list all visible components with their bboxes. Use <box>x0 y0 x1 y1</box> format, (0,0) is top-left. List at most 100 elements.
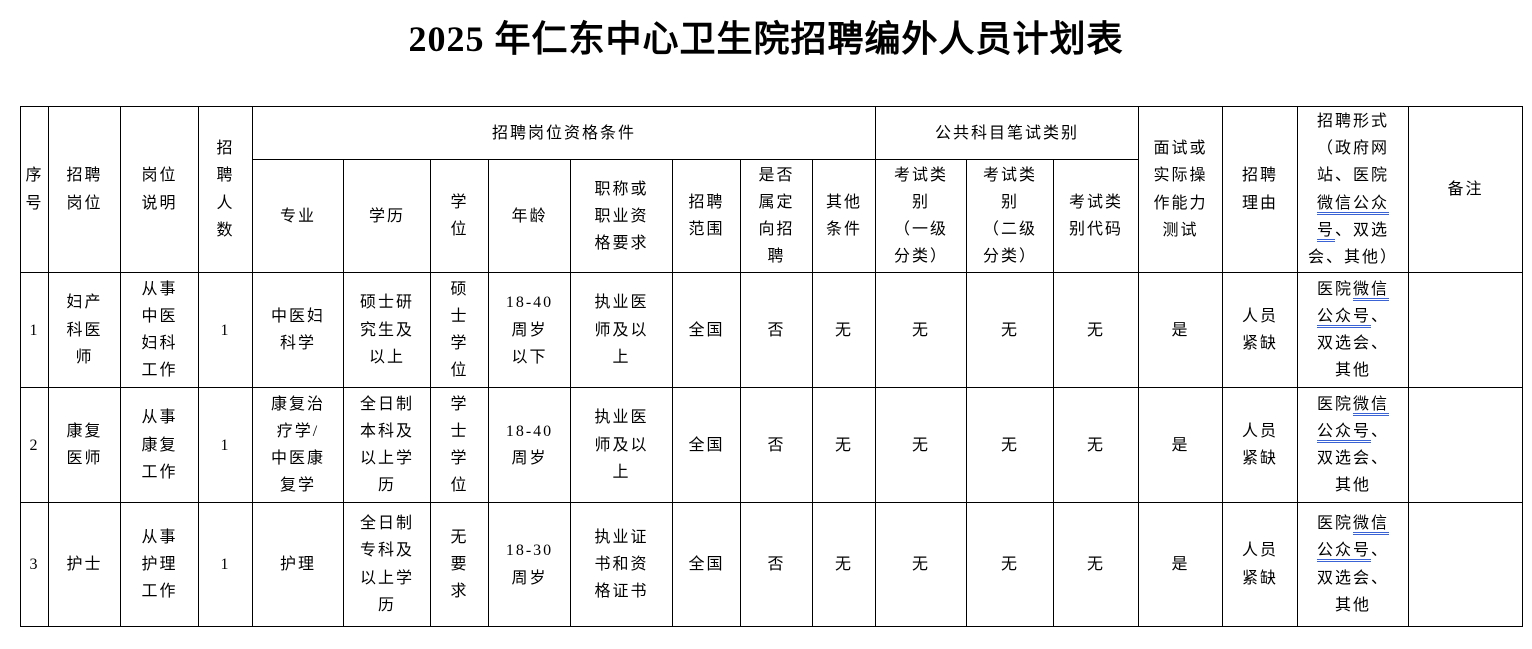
cell-recruit-post: 护士 <box>48 502 121 628</box>
header-degree: 学 位 <box>430 159 489 274</box>
header-exam-category-code: 考试类 别代码 <box>1053 159 1140 274</box>
header-sub-row: 专业 学历 学 位 年龄 职称或 职业资 格要求 招聘 范围 是否 属定 向招 … <box>21 159 1523 274</box>
cell-other-conditions: 无 <box>811 502 877 628</box>
cell-exam-category-level1: 无 <box>875 502 968 628</box>
plain-text: 、双选 会、其他） <box>1308 221 1399 266</box>
cell-remarks <box>1408 272 1524 389</box>
cell-recruit-form: 医院微信 公众号、 双选会、 其他 <box>1297 502 1410 628</box>
cell-seq-no: 2 <box>20 387 49 504</box>
cell-remarks <box>1408 502 1524 628</box>
cell-exam-category-code: 无 <box>1053 387 1140 504</box>
cell-education: 全日制 本科及 以上学 历 <box>343 387 431 504</box>
cell-education: 硕士研 究生及 以上 <box>343 272 431 389</box>
grammar-underlined-text: 微信 <box>1353 395 1390 416</box>
grammar-underlined-text: 微信公众 <box>1317 194 1390 215</box>
cell-age: 18-30 周岁 <box>488 502 571 628</box>
cell-other-conditions: 无 <box>811 387 877 504</box>
cell-exam-category-code: 无 <box>1053 272 1140 389</box>
cell-seq-no: 1 <box>20 272 49 389</box>
cell-post-description: 从事 康复 工作 <box>120 387 199 504</box>
cell-exam-category-code: 无 <box>1053 502 1140 628</box>
plain-text: 医院 <box>1317 515 1354 533</box>
cell-recruit-form: 医院微信 公众号、 双选会、 其他 <box>1297 272 1410 389</box>
header-other-conditions: 其他 条件 <box>811 159 877 274</box>
grammar-underlined-text: 微信 <box>1353 515 1390 536</box>
header-recruit-form: 招聘形式 （政府网 站、医院 微信公众 号、双选 会、其他） <box>1297 105 1410 274</box>
plain-text: 医院 <box>1317 280 1354 298</box>
header-education: 学历 <box>343 159 431 274</box>
cell-seq-no: 3 <box>20 502 49 628</box>
header-recruit-reason: 招聘 理由 <box>1222 105 1299 274</box>
cell-recruit-scope: 全国 <box>672 272 741 389</box>
plain-text: 、 双选会、 其他 <box>1317 422 1390 495</box>
cell-major: 中医妇 科学 <box>252 272 344 389</box>
header-recruit-scope: 招聘 范围 <box>672 159 741 274</box>
cell-title-or-qualification: 执业医 师及以 上 <box>570 272 673 389</box>
cell-remarks <box>1408 387 1524 504</box>
header-seq-no: 序 号 <box>20 105 49 274</box>
cell-recruit-post: 妇产 科医 师 <box>48 272 121 389</box>
cell-age: 18-40 周岁 以下 <box>488 272 571 389</box>
cell-interview-or-practical-test: 是 <box>1138 387 1224 504</box>
cell-exam-category-level2: 无 <box>966 502 1055 628</box>
cell-recruit-reason: 人员 紧缺 <box>1222 387 1299 504</box>
header-interview-or-practical-test: 面试或 实际操 作能力 测试 <box>1138 105 1224 274</box>
cell-exam-category-level2: 无 <box>966 387 1055 504</box>
grammar-underlined-text: 公众号 <box>1317 542 1372 563</box>
page-title: 2025 年仁东中心卫生院招聘编外人员计划表 <box>408 19 1124 59</box>
cell-exam-category-level1: 无 <box>875 272 968 389</box>
cell-exam-category-level1: 无 <box>875 387 968 504</box>
header-title-or-qualification: 职称或 职业资 格要求 <box>570 159 673 274</box>
cell-headcount: 1 <box>198 272 253 389</box>
grammar-underlined-text: 公众号 <box>1317 307 1372 328</box>
group-header-public-written-test: 公共科目笔试类别 <box>875 105 1140 161</box>
cell-targeted-recruitment: 否 <box>740 387 813 504</box>
header-recruit-post: 招聘 岗位 <box>48 105 121 274</box>
cell-major: 康复治 疗学/ 中医康 复学 <box>252 387 344 504</box>
cell-recruit-post: 康复 医师 <box>48 387 121 504</box>
plain-text: 招聘形式 （政府网 站、医院 <box>1317 113 1390 185</box>
cell-title-or-qualification: 执业医 师及以 上 <box>570 387 673 504</box>
cell-title-or-qualification: 执业证 书和资 格证书 <box>570 502 673 628</box>
table-row: 2 康复 医师 从事 康复 工作 1 康复治 疗学/ 中医康 复学 全日制 本科… <box>20 387 1524 504</box>
cell-exam-category-level2: 无 <box>966 272 1055 389</box>
cell-recruit-scope: 全国 <box>672 387 741 504</box>
cell-post-description: 从事 护理 工作 <box>120 502 199 628</box>
header-exam-category-level2: 考试类 别 （二级 分类） <box>966 159 1055 274</box>
grammar-underlined-text: 公众号 <box>1317 422 1372 443</box>
header-major: 专业 <box>252 159 344 274</box>
cell-recruit-scope: 全国 <box>672 502 741 628</box>
recruitment-plan-table: 序 号 招聘 岗位 岗位 说明 招 聘 人 数 招聘岗位资格条件 公共科目笔试类… <box>20 105 1524 628</box>
cell-post-description: 从事 中医 妇科 工作 <box>120 272 199 389</box>
plain-text: 医院 <box>1317 395 1354 413</box>
header-targeted-recruitment: 是否 属定 向招 聘 <box>740 159 813 274</box>
plain-text: 、 双选会、 其他 <box>1317 307 1390 380</box>
plain-text: 、 双选会、 其他 <box>1317 542 1390 614</box>
group-header-qualification-conditions: 招聘岗位资格条件 <box>251 105 877 161</box>
header-age: 年龄 <box>488 159 571 274</box>
cell-degree: 学 士 学 位 <box>430 387 489 504</box>
cell-recruit-form: 医院微信 公众号、 双选会、 其他 <box>1297 387 1410 504</box>
cell-age: 18-40 周岁 <box>488 387 571 504</box>
cell-degree: 无 要 求 <box>430 502 489 628</box>
cell-education: 全日制 专科及 以上学 历 <box>343 502 431 628</box>
cell-recruit-reason: 人员 紧缺 <box>1222 272 1299 389</box>
cell-headcount: 1 <box>198 502 253 628</box>
cell-major: 护理 <box>252 502 344 628</box>
table-row: 1 妇产 科医 师 从事 中医 妇科 工作 1 中医妇 科学 硕士研 究生及 以… <box>20 272 1524 389</box>
header-group-row: 序 号 招聘 岗位 岗位 说明 招 聘 人 数 招聘岗位资格条件 公共科目笔试类… <box>20 105 1524 274</box>
cell-interview-or-practical-test: 是 <box>1138 502 1224 628</box>
cell-targeted-recruitment: 否 <box>740 502 813 628</box>
header-remarks: 备注 <box>1408 105 1524 274</box>
table-row: 3 护士 从事 护理 工作 1 护理 全日制 专科及 以上学 历 无 要 求 1… <box>20 502 1524 628</box>
grammar-underlined-text: 微信 <box>1353 280 1390 301</box>
cell-other-conditions: 无 <box>811 272 877 389</box>
header-post-description: 岗位 说明 <box>120 105 199 274</box>
cell-recruit-reason: 人员 紧缺 <box>1222 502 1299 628</box>
cell-targeted-recruitment: 否 <box>740 272 813 389</box>
cell-interview-or-practical-test: 是 <box>1138 272 1224 389</box>
grammar-underlined-text: 号 <box>1317 221 1336 242</box>
cell-headcount: 1 <box>198 387 253 504</box>
cell-degree: 硕 士 学 位 <box>430 272 489 389</box>
header-exam-category-level1: 考试类 别 （一级 分类） <box>875 159 968 274</box>
